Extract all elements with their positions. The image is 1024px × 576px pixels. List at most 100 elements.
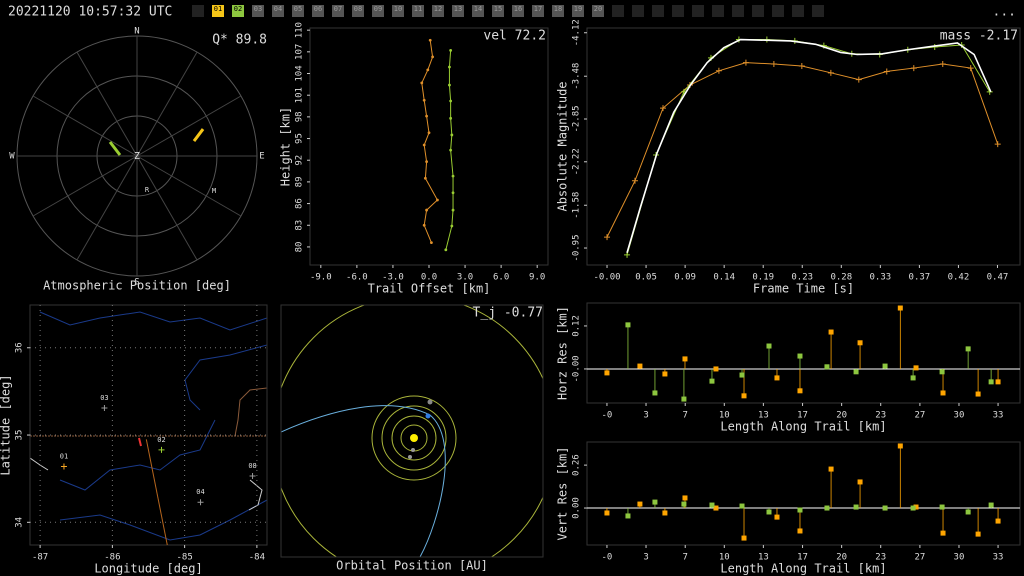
point bbox=[770, 60, 777, 67]
x-tick-label: 0.28 bbox=[830, 273, 852, 283]
station-label: 06 bbox=[314, 5, 322, 13]
point bbox=[451, 208, 455, 212]
panel-title: Atmospheric Position [deg] bbox=[43, 279, 231, 293]
station-toggle[interactable] bbox=[552, 5, 564, 17]
x-tick-label: -3.0 bbox=[382, 273, 404, 283]
point bbox=[448, 83, 451, 87]
point bbox=[604, 234, 611, 241]
empty-slot bbox=[672, 5, 684, 17]
orbit-diagram bbox=[281, 305, 543, 557]
y-tick-label: 34 bbox=[15, 517, 25, 528]
y-tick-label: 0.00 bbox=[572, 497, 582, 519]
point bbox=[827, 69, 834, 76]
x-tick-label: 20 bbox=[836, 553, 847, 563]
x-tick-label: 27 bbox=[914, 411, 925, 421]
azimuth-spoke bbox=[32, 155, 138, 217]
point bbox=[449, 48, 453, 52]
point bbox=[965, 346, 971, 352]
empty-slot bbox=[712, 5, 724, 17]
point bbox=[709, 502, 715, 508]
point bbox=[995, 518, 1001, 524]
station-label: 14 bbox=[474, 5, 482, 13]
station-toggle[interactable] bbox=[352, 5, 364, 17]
x-tick-label: 13 bbox=[758, 411, 769, 421]
point bbox=[428, 38, 432, 42]
point bbox=[637, 363, 643, 369]
station-toggle[interactable] bbox=[592, 5, 604, 17]
x-tick-label: 0.14 bbox=[713, 273, 735, 283]
y-tick-label: -0.95 bbox=[572, 234, 582, 261]
point bbox=[897, 443, 903, 449]
station-label: 13 bbox=[454, 5, 462, 13]
station-toggle[interactable] bbox=[292, 5, 304, 17]
point bbox=[451, 191, 455, 195]
plot-frame bbox=[586, 27, 1021, 266]
station-label: 20 bbox=[594, 5, 602, 13]
station-toggle[interactable] bbox=[252, 5, 264, 17]
y-tick-label: -2.22 bbox=[572, 148, 582, 175]
y-tick-label: 92 bbox=[295, 155, 305, 166]
plot-frame bbox=[586, 302, 1021, 404]
empty-slot bbox=[772, 5, 784, 17]
menu-button[interactable]: ... bbox=[993, 5, 1016, 20]
azimuth-spoke bbox=[136, 95, 242, 157]
station-toggle[interactable] bbox=[412, 5, 424, 17]
station-toggle[interactable] bbox=[512, 5, 524, 17]
station-label: 07 bbox=[334, 5, 342, 13]
point bbox=[797, 528, 803, 534]
station-toggle[interactable] bbox=[212, 5, 224, 17]
point bbox=[910, 505, 916, 511]
y-tick-label: 36 bbox=[15, 342, 25, 353]
empty-slot bbox=[612, 5, 624, 17]
station-point bbox=[158, 446, 165, 453]
x-tick-label: 0.47 bbox=[987, 273, 1009, 283]
x-tick-label: 7 bbox=[683, 553, 688, 563]
point bbox=[713, 366, 719, 372]
point bbox=[652, 499, 658, 505]
station-toggle[interactable] bbox=[532, 5, 544, 17]
y-axis-title: Absolute Magnitude bbox=[556, 81, 570, 211]
station-label: 01 bbox=[60, 452, 68, 460]
station-label: 01 bbox=[214, 5, 222, 13]
orbit-frame bbox=[280, 304, 544, 558]
station-toggle[interactable] bbox=[572, 5, 584, 17]
station-toggle[interactable] bbox=[492, 5, 504, 17]
station-toggle[interactable] bbox=[332, 5, 344, 17]
station-toggle[interactable] bbox=[452, 5, 464, 17]
y-tick-label: -2.85 bbox=[572, 105, 582, 132]
azimuth-spoke bbox=[136, 51, 198, 157]
x-tick-label: 3.0 bbox=[457, 273, 473, 283]
plot-frame bbox=[586, 441, 1021, 546]
station-toggle[interactable] bbox=[472, 5, 484, 17]
point bbox=[910, 65, 917, 72]
point bbox=[940, 530, 946, 536]
point bbox=[420, 81, 424, 85]
station-toggle[interactable] bbox=[312, 5, 324, 17]
station-label: 03 bbox=[100, 394, 108, 402]
point bbox=[430, 241, 433, 245]
azimuth-spoke bbox=[76, 155, 138, 261]
station-toggle[interactable] bbox=[372, 5, 384, 17]
x-axis-title: Frame Time [s] bbox=[753, 282, 854, 296]
station-toggle[interactable] bbox=[392, 5, 404, 17]
point bbox=[449, 148, 453, 152]
point bbox=[425, 208, 428, 212]
point bbox=[682, 356, 688, 362]
direction-label: E bbox=[259, 152, 264, 162]
x-tick-label: -0 bbox=[602, 411, 613, 421]
station-marker: R bbox=[145, 186, 150, 194]
x-tick-label: 6.0 bbox=[493, 273, 509, 283]
point bbox=[450, 224, 454, 228]
station-toggle[interactable] bbox=[272, 5, 284, 17]
empty-slot bbox=[652, 5, 664, 17]
point bbox=[774, 514, 780, 520]
station-label: 03 bbox=[254, 5, 262, 13]
station-toggle[interactable] bbox=[432, 5, 444, 17]
x-tick-label: 23 bbox=[875, 411, 886, 421]
station-toggle[interactable] bbox=[232, 5, 244, 17]
point bbox=[713, 505, 719, 511]
x-tick-label: 0.0 bbox=[421, 273, 437, 283]
station-label: 05 bbox=[294, 5, 302, 13]
station-label: 16 bbox=[514, 5, 522, 13]
azimuth-spoke bbox=[32, 95, 138, 157]
